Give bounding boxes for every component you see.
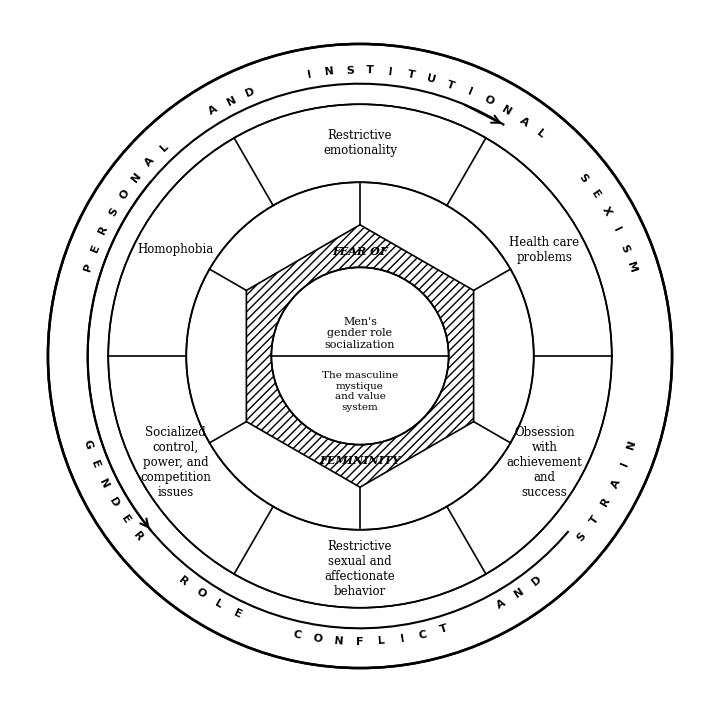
- Text: I: I: [388, 67, 393, 77]
- Text: R: R: [132, 530, 145, 543]
- Text: L: L: [213, 598, 224, 610]
- Text: A: A: [207, 104, 220, 117]
- Text: T: T: [438, 624, 449, 635]
- Text: O: O: [194, 587, 207, 600]
- Text: O: O: [312, 633, 323, 644]
- Text: A: A: [518, 115, 530, 128]
- Text: N: N: [500, 104, 513, 117]
- Polygon shape: [246, 225, 474, 487]
- Text: O: O: [117, 187, 131, 201]
- Text: E: E: [120, 514, 132, 525]
- Text: N: N: [513, 587, 526, 600]
- Text: T: T: [406, 69, 415, 80]
- Text: I: I: [619, 461, 630, 468]
- Text: N: N: [334, 636, 344, 646]
- Text: T: T: [446, 79, 456, 91]
- Text: Socialized
control,
power, and
competition
issues: Socialized control, power, and competiti…: [140, 426, 211, 499]
- Text: Men's
gender role
socialization: Men's gender role socialization: [325, 317, 395, 350]
- Text: I: I: [400, 634, 405, 644]
- Text: S: S: [575, 530, 588, 543]
- Text: A: A: [609, 477, 622, 489]
- Text: G: G: [82, 439, 94, 450]
- Text: S: S: [346, 66, 354, 75]
- Text: FEMININITY: FEMININITY: [320, 456, 400, 466]
- Circle shape: [271, 267, 449, 445]
- Text: S: S: [577, 172, 590, 184]
- Text: L: L: [377, 636, 385, 646]
- Text: Restrictive
emotionality: Restrictive emotionality: [323, 130, 397, 157]
- Text: The masculine
mystique
and value
system: The masculine mystique and value system: [322, 372, 398, 412]
- Text: Restrictive
sexual and
affectionate
behavior: Restrictive sexual and affectionate beha…: [325, 540, 395, 598]
- Text: I: I: [306, 70, 312, 80]
- Text: R: R: [599, 496, 612, 508]
- Text: Homophobia: Homophobia: [138, 243, 214, 256]
- Text: X: X: [600, 205, 613, 218]
- Circle shape: [108, 104, 612, 608]
- Text: Obsession
with
achievement
and
success: Obsession with achievement and success: [506, 426, 582, 499]
- Circle shape: [186, 182, 534, 530]
- Text: I: I: [611, 226, 622, 234]
- Text: A: A: [143, 156, 156, 169]
- Text: D: D: [530, 574, 543, 587]
- Text: FEAR OF: FEAR OF: [332, 246, 388, 256]
- Text: T: T: [366, 66, 374, 75]
- Text: C: C: [292, 629, 302, 641]
- Circle shape: [48, 44, 672, 668]
- Text: M: M: [626, 261, 639, 274]
- Text: E: E: [89, 459, 102, 470]
- Text: N: N: [98, 477, 111, 490]
- Text: P: P: [82, 262, 94, 273]
- Text: L: L: [158, 142, 171, 154]
- Text: U: U: [426, 73, 437, 85]
- Text: S: S: [107, 206, 120, 218]
- Text: D: D: [244, 85, 256, 98]
- Text: C: C: [418, 629, 428, 641]
- Text: D: D: [107, 496, 121, 508]
- Text: N: N: [130, 171, 143, 184]
- Text: E: E: [89, 243, 102, 253]
- Text: Health care
problems: Health care problems: [509, 236, 580, 263]
- Text: E: E: [232, 608, 243, 620]
- Text: O: O: [482, 94, 495, 108]
- Text: T: T: [588, 513, 600, 525]
- Text: I: I: [466, 87, 474, 98]
- Text: S: S: [618, 243, 631, 254]
- Text: N: N: [324, 66, 334, 78]
- Text: A: A: [495, 598, 508, 611]
- Text: N: N: [626, 439, 638, 450]
- Text: L: L: [534, 128, 546, 140]
- Text: R: R: [177, 575, 190, 587]
- Text: F: F: [356, 637, 364, 646]
- Text: E: E: [590, 188, 602, 200]
- Text: N: N: [225, 94, 238, 108]
- Text: R: R: [97, 224, 110, 236]
